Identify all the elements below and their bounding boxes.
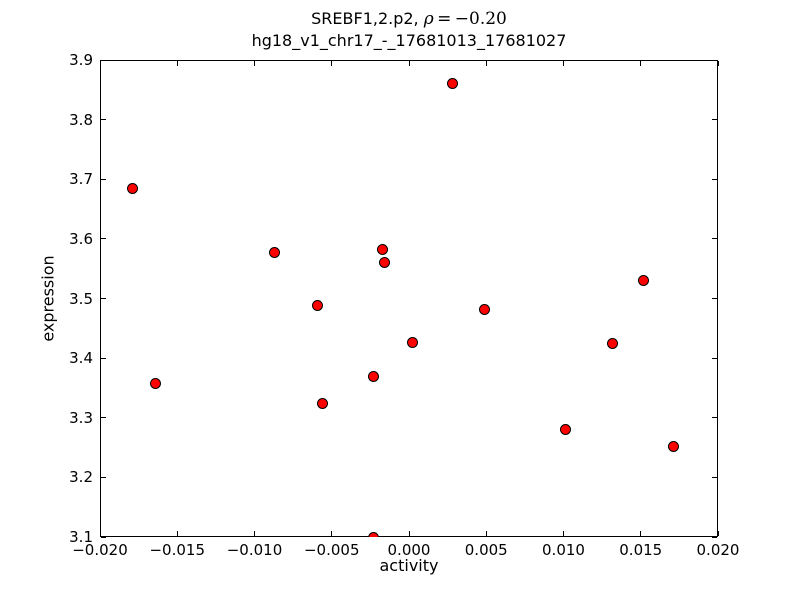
y-tick-mark xyxy=(101,238,106,240)
scatter-point xyxy=(269,247,281,259)
y-tick-label: 3.8 xyxy=(69,110,93,129)
x-tick-mark-top xyxy=(176,61,178,66)
rho-value: = −0.20 xyxy=(433,9,507,29)
y-tick-label: 3.1 xyxy=(69,528,93,546)
chart-title-line2: hg18_v1_chr17_-_17681013_17681027 xyxy=(251,31,567,50)
scatter-point xyxy=(479,303,491,315)
scatter-point xyxy=(316,397,328,409)
title-gene-label: SREBF1,2.p2, xyxy=(311,9,424,28)
x-tick-mark-top xyxy=(331,61,333,66)
x-tick-label: −0.020 xyxy=(72,541,128,559)
scatter-point xyxy=(377,244,389,256)
x-tick-label: −0.010 xyxy=(226,541,283,559)
y-tick-mark xyxy=(101,476,106,478)
y-tick-mark-right xyxy=(712,536,717,538)
x-tick-mark-top xyxy=(485,61,487,66)
x-tick-mark xyxy=(485,531,487,536)
y-tick-label: 3.7 xyxy=(69,170,93,189)
x-tick-mark xyxy=(99,531,101,536)
x-tick-mark-top xyxy=(254,61,255,66)
y-tick-mark-right xyxy=(712,238,717,240)
y-tick-mark xyxy=(101,298,106,299)
y-tick-label: 3.3 xyxy=(69,408,93,427)
x-tick-mark xyxy=(408,531,410,536)
x-tick-mark xyxy=(254,531,255,536)
x-tick-mark xyxy=(176,531,178,536)
scatter-point xyxy=(378,256,390,268)
x-tick-mark xyxy=(331,531,333,536)
x-tick-label: 0.015 xyxy=(619,541,663,559)
y-tick-mark-right xyxy=(712,357,717,359)
y-tick-mark xyxy=(101,357,106,359)
x-tick-mark-top xyxy=(408,61,410,66)
y-tick-mark-right xyxy=(712,178,717,180)
scatter-point xyxy=(446,78,458,90)
scatter-point xyxy=(559,423,571,435)
y-tick-mark-right xyxy=(712,59,717,61)
y-tick-mark xyxy=(101,59,106,61)
x-tick-mark xyxy=(717,531,719,536)
y-tick-mark xyxy=(101,536,106,538)
y-tick-label: 3.4 xyxy=(69,349,93,368)
scatter-point xyxy=(667,440,679,452)
x-tick-label: 0.000 xyxy=(387,541,431,559)
chart-title-line1: SREBF1,2.p2, ρ = −0.20 xyxy=(100,8,718,30)
x-tick-label: −0.015 xyxy=(149,541,205,559)
scatter-point xyxy=(150,377,162,389)
y-tick-mark xyxy=(101,178,106,180)
x-tick-label: 0.005 xyxy=(464,541,508,559)
y-tick-label: 3.2 xyxy=(69,468,93,487)
y-tick-label: 3.9 xyxy=(69,51,93,69)
y-axis-label: expression xyxy=(38,254,58,342)
scatter-point xyxy=(312,300,324,312)
rho-symbol: ρ xyxy=(423,9,434,29)
x-tick-label: 0.010 xyxy=(542,541,585,559)
x-tick-mark-top xyxy=(640,61,642,66)
y-tick-mark xyxy=(101,119,106,121)
plot-area xyxy=(100,60,718,537)
scatter-point xyxy=(607,337,619,349)
x-tick-mark-top xyxy=(99,61,101,66)
x-axis-label: activity xyxy=(379,556,439,575)
y-tick-label: 3.5 xyxy=(69,289,93,308)
plot-frame xyxy=(100,60,718,537)
chart-title: SREBF1,2.p2, ρ = −0.20 hg18_v1_chr17_-_1… xyxy=(100,8,718,51)
y-tick-mark-right xyxy=(712,417,717,419)
y-tick-mark-right xyxy=(712,476,717,478)
scatter-point xyxy=(367,370,379,382)
x-tick-mark-top xyxy=(563,61,564,66)
x-tick-label: −0.005 xyxy=(303,541,360,559)
y-tick-mark xyxy=(101,417,106,419)
scatter-point xyxy=(406,336,418,348)
x-tick-mark xyxy=(563,531,564,536)
x-tick-mark xyxy=(640,531,642,536)
scatter-point xyxy=(126,182,138,194)
y-tick-mark-right xyxy=(712,298,717,299)
scatter-point xyxy=(638,275,650,287)
x-tick-mark-top xyxy=(717,61,719,66)
y-tick-label: 3.6 xyxy=(69,229,93,248)
y-tick-mark-right xyxy=(712,119,717,121)
x-tick-label: 0.020 xyxy=(696,541,740,559)
scatter-point xyxy=(367,531,379,537)
